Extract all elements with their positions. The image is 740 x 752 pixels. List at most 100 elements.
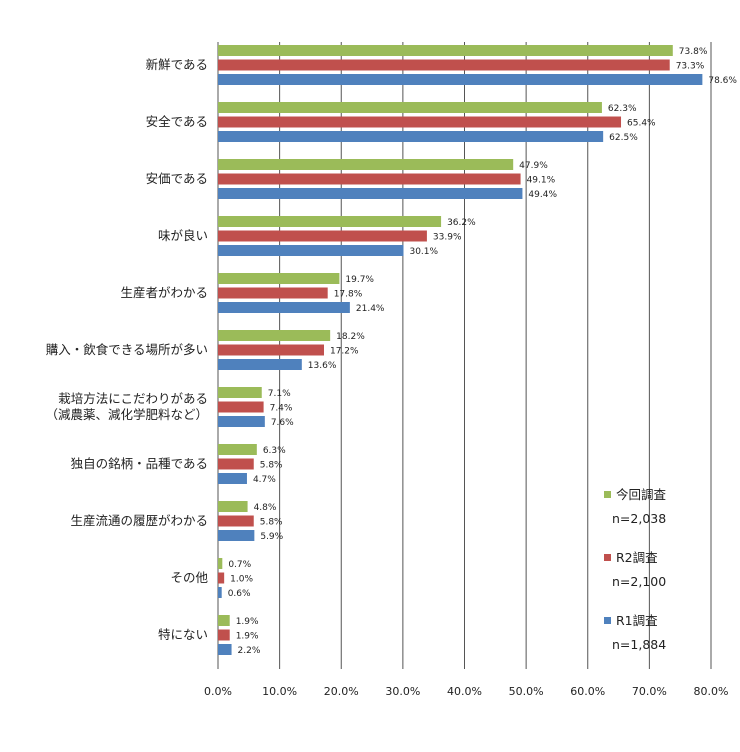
bar: [218, 644, 232, 655]
value-label: 4.8%: [254, 503, 277, 513]
bar: [218, 401, 264, 413]
category-label: 生産者がわかる: [120, 285, 208, 300]
bar: [218, 273, 340, 284]
bar: [218, 102, 602, 113]
bar: [218, 515, 254, 527]
legend-marker: [604, 617, 611, 624]
bar: [218, 230, 427, 242]
bar: [218, 344, 324, 356]
value-label: 13.6%: [308, 361, 337, 371]
bar: [218, 458, 254, 470]
x-tick-label: 10.0%: [262, 685, 297, 698]
bar: [218, 159, 514, 170]
x-tick-label: 0.0%: [204, 685, 232, 698]
value-label: 6.3%: [263, 446, 286, 456]
bar: [218, 387, 262, 398]
x-tick-label: 70.0%: [632, 685, 667, 698]
bar: [218, 216, 442, 227]
bar: [218, 45, 673, 56]
category-label: 安全である: [146, 114, 208, 129]
value-label: 33.9%: [433, 233, 462, 243]
value-label: 19.7%: [345, 275, 374, 285]
bar: [218, 330, 331, 341]
value-label: 7.1%: [268, 389, 291, 399]
bars: [218, 45, 703, 655]
legend: 今回調査 n=2,038 R2調査 n=2,100 R1調査 n=1,884: [604, 487, 667, 652]
value-label: 7.6%: [271, 418, 294, 428]
value-label: 36.2%: [447, 218, 476, 228]
legend-sample-size: n=1,884: [612, 637, 666, 652]
legend-series-name: 今回調査: [616, 487, 667, 502]
bar: [218, 302, 350, 313]
value-label: 1.0%: [230, 575, 253, 585]
bar: [218, 359, 302, 370]
value-label: 21.4%: [356, 304, 385, 314]
value-label: 0.6%: [228, 589, 251, 599]
value-label: 0.7%: [228, 560, 251, 570]
value-label: 4.7%: [253, 475, 276, 485]
value-label: 78.6%: [708, 76, 737, 86]
category-label: 新鮮である: [146, 57, 208, 72]
legend-marker: [604, 554, 611, 561]
bar: [218, 444, 257, 455]
value-label: 47.9%: [519, 161, 548, 171]
category-label: 購入・飲食できる場所が多い: [46, 342, 208, 357]
value-label: 62.3%: [608, 104, 637, 114]
value-label: 5.9%: [260, 532, 283, 542]
value-label: 1.9%: [236, 632, 259, 642]
value-label: 2.2%: [238, 646, 261, 656]
value-label: 73.3%: [676, 62, 705, 72]
legend-marker: [604, 491, 611, 498]
bar: [218, 629, 230, 641]
x-tick-label: 40.0%: [447, 685, 482, 698]
value-labels: 73.8% 73.3%78.6% 62.3% 65.4% 62.5% 47.9% 49.1%…: [228, 47, 738, 656]
x-tick-label: 80.0%: [694, 685, 729, 698]
x-tick-label: 30.0%: [385, 685, 420, 698]
value-label: 18.2%: [336, 332, 365, 342]
category-label: 独自の銘柄・品種である: [71, 456, 208, 471]
value-label: 49.4%: [528, 190, 557, 200]
bar: [218, 188, 523, 199]
category-label: その他: [170, 570, 208, 585]
x-tick-label: 60.0%: [570, 685, 605, 698]
bar: [218, 530, 255, 541]
bar: [218, 473, 247, 484]
bar: [218, 615, 230, 626]
bar: [218, 173, 521, 185]
category-label: （減農薬、減化学肥料など）: [45, 407, 208, 422]
bar: [218, 59, 670, 71]
value-label: 65.4%: [627, 119, 656, 129]
category-label: 栽培方法にこだわりがある: [58, 391, 208, 406]
category-label: 安価である: [146, 171, 208, 186]
x-tick-label: 50.0%: [509, 685, 544, 698]
bar: [218, 287, 328, 299]
category-label: 味が良い: [158, 228, 208, 243]
value-label: 7.4%: [270, 404, 293, 414]
legend-sample-size: n=2,100: [612, 574, 666, 589]
value-label: 62.5%: [609, 133, 638, 143]
value-label: 49.1%: [527, 176, 556, 186]
bar: [218, 587, 222, 598]
bar: [218, 558, 223, 569]
category-label: 特にない: [158, 627, 208, 642]
value-label: 73.8%: [679, 47, 708, 57]
value-label: 5.8%: [260, 461, 283, 471]
value-label: 30.1%: [409, 247, 438, 257]
legend-sample-size: n=2,038: [612, 511, 666, 526]
value-label: 17.8%: [334, 290, 363, 300]
x-tick-label: 20.0%: [324, 685, 359, 698]
category-labels: 新鮮である安全である安価である味が良い生産者がわかる購入・飲食できる場所が多い栽…: [45, 57, 208, 642]
legend-series-name: R1調査: [616, 613, 658, 628]
legend-series-name: R2調査: [616, 550, 658, 565]
value-label: 17.2%: [330, 347, 359, 357]
value-label: 1.9%: [236, 617, 259, 627]
bar: [218, 416, 265, 427]
bar: [218, 245, 404, 256]
bar: [218, 501, 248, 512]
bar: [218, 131, 604, 142]
category-label: 生産流通の履歴がわかる: [70, 513, 208, 528]
value-label: 5.8%: [260, 518, 283, 528]
bar: [218, 572, 225, 584]
x-axis-ticks: 0.0% 10.0% 20.0% 30.0% 40.0% 50.0% 60.0% 70.0% 8…: [204, 685, 728, 698]
